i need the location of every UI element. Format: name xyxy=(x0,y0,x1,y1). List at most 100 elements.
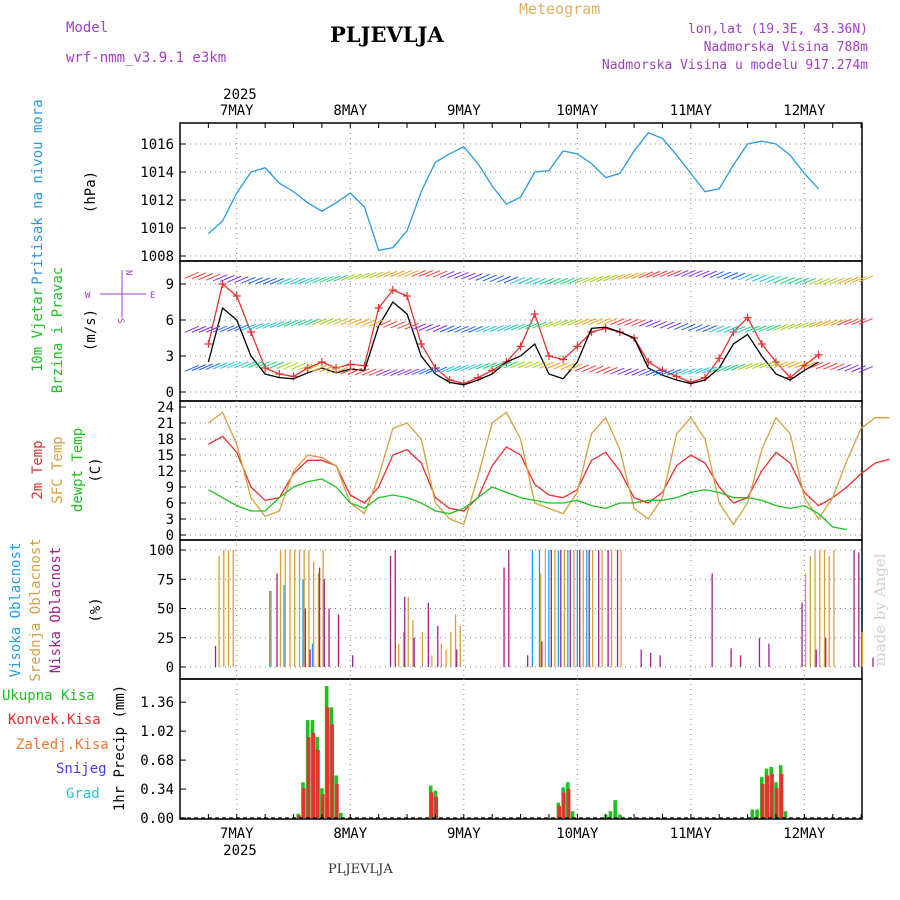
pressure-ylabel: (hPa) xyxy=(83,171,99,213)
wind-direction-arrow xyxy=(454,364,469,372)
wind-direction-arrow xyxy=(525,277,540,285)
wind-direction-arrow xyxy=(397,368,412,376)
wind-direction-arrow xyxy=(517,277,533,285)
model-altitude-text: Nadmorska Visina u modelu 917.274m xyxy=(601,58,868,73)
wind-direction-arrow xyxy=(596,366,611,374)
gust-marker xyxy=(417,340,426,348)
wind-direction-arrow xyxy=(681,323,696,331)
wind-direction-arrow xyxy=(560,319,575,327)
temperature-ytick-label: 15 xyxy=(157,448,174,464)
wind-direction-arrow xyxy=(376,369,391,377)
wind-direction-arrow xyxy=(489,361,505,369)
temperature-ytick-label: 12 xyxy=(157,464,174,480)
wind-direction-arrow xyxy=(617,273,632,281)
wind-direction-arrow xyxy=(447,365,462,373)
wind-direction-arrow xyxy=(227,275,242,283)
wind-direction-arrow xyxy=(404,269,419,277)
wind-direction-arrow xyxy=(283,362,299,370)
gust-marker xyxy=(275,370,284,378)
wind-direction-arrow xyxy=(369,319,384,327)
wind-direction-arrow xyxy=(269,321,285,329)
wind-direction-arrow xyxy=(418,324,434,331)
pressure-ytick-label: 1008 xyxy=(140,249,174,265)
wind-direction-arrow xyxy=(475,362,490,370)
wind-direction-arrow xyxy=(823,277,838,285)
wind-direction-arrow xyxy=(468,273,483,281)
temperature-ytick-label: 3 xyxy=(166,512,174,528)
wind-direction-arrow xyxy=(610,367,625,375)
wind-series-speed xyxy=(207,301,819,386)
wind-direction-arrow xyxy=(461,272,476,280)
precip-legend-conv: Konvek.Kisa xyxy=(8,712,101,728)
wind-direction-arrow xyxy=(815,320,831,328)
date-label-top: 9MAY xyxy=(447,103,481,119)
wind-direction-arrow xyxy=(752,362,767,370)
wind-direction-arrow xyxy=(276,362,292,369)
precip-ytick-label: 0.00 xyxy=(140,811,174,827)
gust-marker xyxy=(374,304,383,312)
wind-direction-arrow xyxy=(858,365,873,373)
wind-direction-arrow xyxy=(808,277,824,285)
precip-bar xyxy=(608,811,613,818)
wind-series-gust xyxy=(207,282,819,385)
wind-direction-arrow xyxy=(574,276,590,284)
wind-direction-arrow xyxy=(212,325,228,333)
precip-bar xyxy=(570,811,575,818)
wind-direction-arrow xyxy=(588,275,604,283)
cloud-title-3: Niska Oblacnost xyxy=(48,547,64,673)
wind-direction-arrow xyxy=(709,325,724,333)
wind-direction-arrow xyxy=(184,325,199,333)
wind-direction-arrow xyxy=(361,319,377,327)
wind-direction-arrow xyxy=(432,270,448,278)
wind-direction-arrow xyxy=(808,361,824,369)
wind-direction-arrow xyxy=(659,321,675,329)
wind-ytick-label: 3 xyxy=(166,349,174,365)
wind-direction-arrow xyxy=(823,362,838,370)
year-bottom: 2025 xyxy=(223,843,257,859)
clouds-ytick-label: 0 xyxy=(166,660,174,676)
wind-direction-arrow xyxy=(298,318,313,326)
wind-direction-arrow xyxy=(631,319,646,327)
wind-direction-arrow xyxy=(383,369,398,377)
wind-direction-arrow xyxy=(241,276,256,284)
wind-direction-arrow xyxy=(787,277,803,285)
wind-direction-arrow xyxy=(347,273,363,281)
wind-direction-arrow xyxy=(418,367,434,375)
wind-direction-arrow xyxy=(581,365,597,373)
date-label-top: 7MAY xyxy=(220,103,254,119)
date-label-bottom: 10MAY xyxy=(556,826,599,842)
wind-direction-arrow xyxy=(220,275,235,282)
wind-direction-arrow xyxy=(645,320,661,328)
pressure-ytick-label: 1014 xyxy=(140,165,174,181)
wind-direction-arrow xyxy=(425,324,441,332)
wind-direction-arrow xyxy=(539,320,554,328)
precip-bar xyxy=(770,773,774,818)
wind-direction-arrow xyxy=(454,325,469,333)
wind-direction-arrow xyxy=(674,368,689,376)
wind-direction-arrow xyxy=(525,361,540,369)
temp-title-3: dewpt Temp xyxy=(70,428,86,512)
wind-direction-arrow xyxy=(510,361,526,369)
wind-direction-arrow xyxy=(596,317,611,325)
wind-direction-arrow xyxy=(546,362,561,370)
wind-direction-arrow xyxy=(830,277,845,285)
wind-direction-arrow xyxy=(290,277,306,285)
wind-direction-arrow xyxy=(347,318,363,326)
gust-marker xyxy=(261,364,270,372)
wind-direction-arrow xyxy=(801,321,817,329)
wind-direction-arrow xyxy=(837,318,852,326)
gust-marker xyxy=(757,340,766,348)
wind-direction-arrow xyxy=(312,276,327,284)
wind-direction-arrow xyxy=(269,277,285,285)
wind-direction-arrow xyxy=(553,362,568,370)
wind-direction-arrow xyxy=(695,367,710,374)
precip-legend-hail: Grad xyxy=(66,786,100,802)
wind-direction-arrow xyxy=(489,275,505,283)
wind-direction-arrow xyxy=(801,277,817,285)
gust-marker xyxy=(559,355,568,364)
wind-direction-arrow xyxy=(503,361,519,369)
wind-direction-arrow xyxy=(652,321,668,328)
wind-direction-arrow xyxy=(737,363,753,371)
precip-bar xyxy=(311,732,316,818)
wind-direction-arrow xyxy=(319,318,334,325)
